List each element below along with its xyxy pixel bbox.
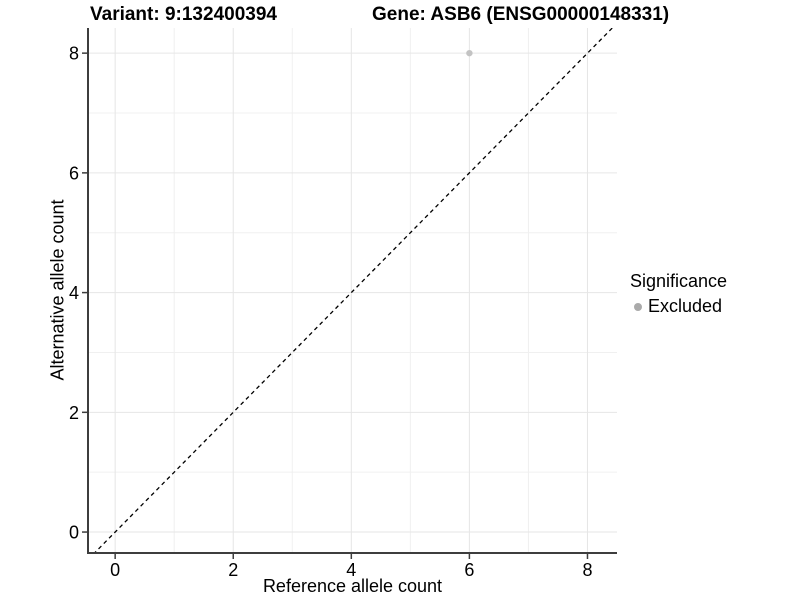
plot-title-gene: Gene: ASB6 (ENSG00000148331) — [372, 4, 670, 25]
legend-item-label: Excluded — [648, 296, 723, 316]
x-tick-label: 8 — [582, 560, 592, 580]
y-tick-label: 4 — [69, 283, 79, 303]
plot-title-variant: Variant: 9:132400394 — [90, 4, 277, 25]
y-tick-label: 2 — [69, 403, 79, 423]
y-tick-label: 0 — [69, 523, 79, 543]
excluded-point-icon — [634, 302, 642, 311]
y-axis-title: Alternative allele count — [47, 199, 68, 381]
panel-content — [93, 28, 614, 553]
legend: Significance Excluded — [628, 271, 727, 317]
y-tick-label: 8 — [69, 44, 79, 64]
x-tick-label: 6 — [464, 560, 474, 580]
x-tick-label: 0 — [110, 560, 120, 580]
legend-title: Significance — [630, 271, 728, 291]
legend-item-excluded: Excluded — [628, 296, 727, 317]
x-tick-label: 4 — [346, 560, 356, 580]
x-tick-label: 2 — [228, 560, 238, 580]
x-axis-title: Reference allele count — [262, 576, 443, 596]
data-point — [466, 49, 473, 57]
identity-line — [93, 28, 614, 553]
y-tick-label: 6 — [69, 163, 79, 183]
